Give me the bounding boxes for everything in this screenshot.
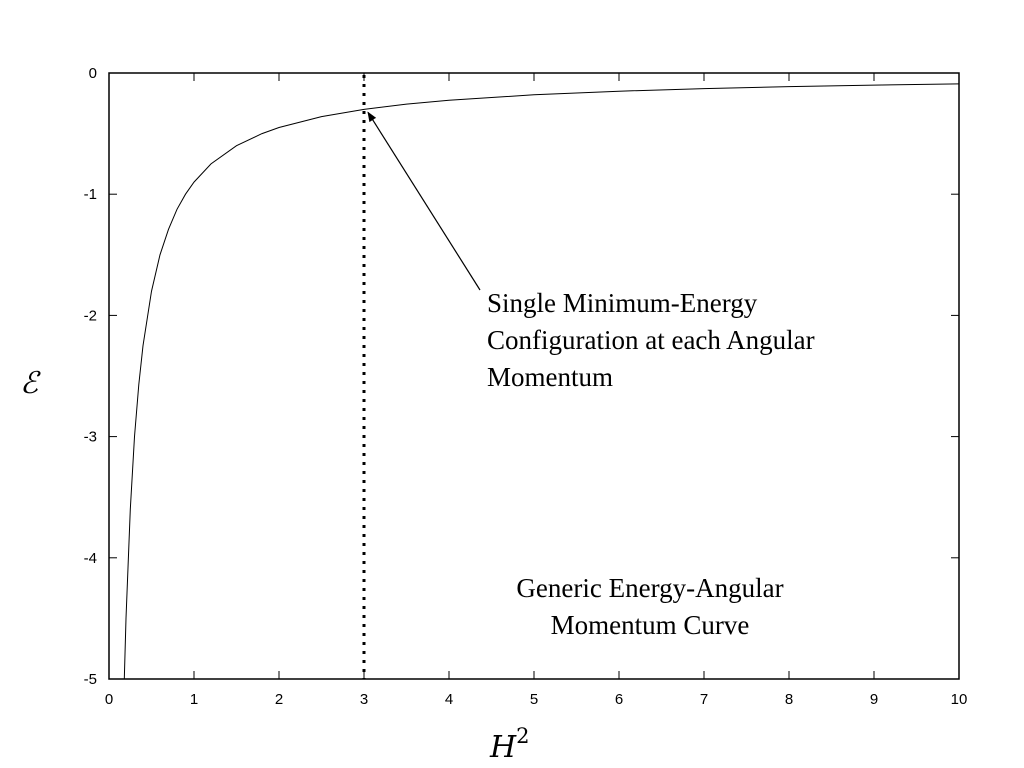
x-tick-label: 9: [870, 691, 878, 708]
energy-curve-line: [123, 83, 960, 680]
x-tick-label: 10: [951, 691, 968, 708]
x-tick-label: 0: [105, 691, 113, 708]
curve-caption-line-1: Generic Energy-Angular: [516, 573, 783, 603]
annotation-arrow: [367, 111, 481, 291]
y-axis-label: ℰ: [20, 366, 41, 401]
annotation-line-3: Momentum: [487, 362, 613, 392]
x-tick-label: 4: [445, 691, 453, 708]
x-axis-label-superscript: 2: [516, 724, 529, 748]
x-tick-label: 2: [275, 691, 283, 708]
curve-caption-line-2: Momentum Curve: [551, 610, 750, 640]
y-tick-label: -1: [84, 186, 97, 203]
x-tick-label: 6: [615, 691, 623, 708]
x-tick-label: 1: [190, 691, 198, 708]
y-tick-label: -2: [84, 307, 97, 324]
y-axis-ticks: 0 -1 -2 -3 -4 -5: [84, 65, 959, 688]
x-axis-label-base: H: [489, 730, 517, 765]
y-tick-label: -4: [84, 550, 97, 567]
x-tick-label: 3: [360, 691, 368, 708]
x-tick-label: 8: [785, 691, 793, 708]
x-axis-ticks: 0 1 2 3 4 5 6 7 8 9 10: [105, 73, 968, 708]
y-tick-label: -5: [84, 671, 97, 688]
y-tick-label: 0: [89, 65, 97, 82]
x-tick-label: 5: [530, 691, 538, 708]
annotation-line-1: Single Minimum-Energy: [487, 288, 758, 318]
annotation-line-2: Configuration at each Angular: [487, 325, 815, 355]
x-axis-label: H2: [489, 724, 530, 765]
y-tick-label: -3: [84, 429, 97, 446]
x-tick-label: 7: [700, 691, 708, 708]
